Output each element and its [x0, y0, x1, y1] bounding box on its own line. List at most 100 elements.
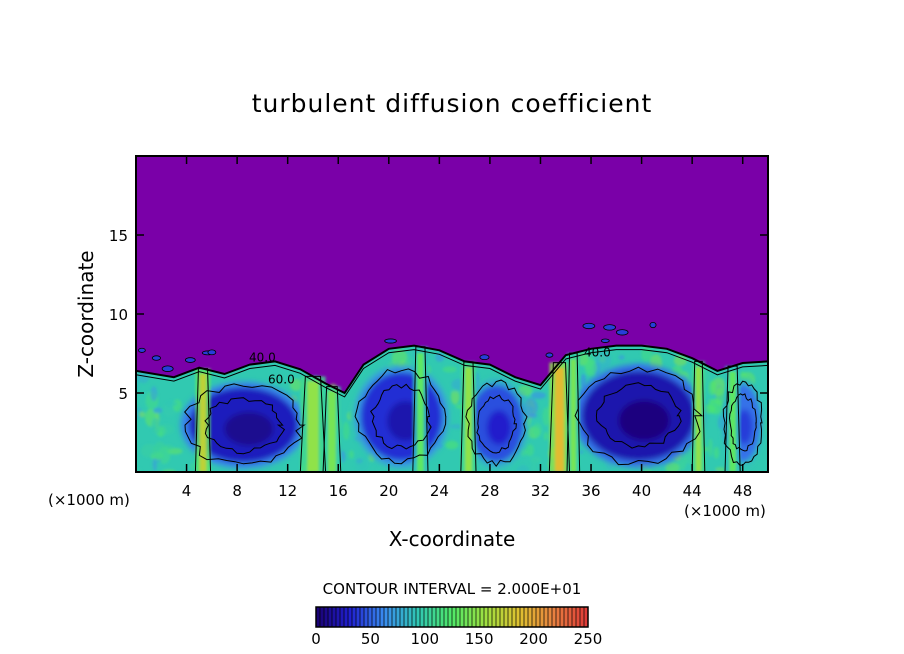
colorbar-swatch [376, 607, 381, 627]
x-tick-label: 12 [278, 482, 297, 500]
colorbar-swatch [316, 607, 321, 627]
colorbar-swatch [480, 607, 485, 627]
texture-patch [708, 380, 717, 396]
texture-patch [715, 467, 725, 472]
colorbar-swatch [568, 607, 573, 627]
contour-line [204, 397, 286, 455]
colorbar-swatch [336, 607, 341, 627]
colorbar-swatch [512, 607, 517, 627]
y-tick-label: 5 [118, 385, 128, 403]
texture-patch [152, 457, 157, 471]
x-tick-label: 28 [480, 482, 499, 500]
colorbar-tick-label: 100 [410, 630, 439, 648]
contour-label: 60.0 [268, 373, 295, 387]
colorbar-swatch [344, 607, 349, 627]
texture-patch [530, 459, 538, 472]
contour-line [184, 383, 306, 465]
colorbar-swatch [416, 607, 421, 627]
x-tick-label: 16 [329, 482, 348, 500]
x-tick-label: 40 [632, 482, 651, 500]
contour-line [728, 393, 757, 452]
updraft-plume [567, 353, 580, 472]
contour-line [370, 383, 432, 450]
colorbar-swatch [408, 607, 413, 627]
contour-line [574, 366, 704, 466]
colorbar-swatch [396, 607, 401, 627]
texture-patch [290, 378, 303, 391]
contour-line [194, 368, 212, 472]
colorbar-swatch [556, 607, 561, 627]
x-tick-label: 44 [683, 482, 702, 500]
updraft-plume [412, 346, 428, 472]
colorbar-swatch [492, 607, 497, 627]
plume-core [199, 373, 207, 472]
y-axis-label: Z-coordinate [74, 250, 98, 377]
colorbar-swatch [484, 607, 489, 627]
colorbar-swatch [356, 607, 361, 627]
texture-patch [520, 448, 528, 457]
texture-patch [516, 465, 530, 472]
texture-patch [348, 450, 354, 459]
colorbar-swatch [508, 607, 513, 627]
texture-patch [708, 438, 713, 457]
colorbar-swatch [448, 607, 453, 627]
texture-patch [442, 366, 457, 373]
colorbar-swatch [516, 607, 521, 627]
colorbar-swatch [552, 607, 557, 627]
colorbar-swatch [496, 607, 501, 627]
x-tick-label: 48 [733, 482, 752, 500]
colorbar-swatch [424, 607, 429, 627]
contour-line [354, 368, 447, 465]
colorbar-swatch [412, 607, 417, 627]
contour-blob [479, 354, 490, 361]
colorbar-tick-label: 150 [465, 630, 494, 648]
texture-patch [151, 417, 160, 435]
x-tick-label: 20 [379, 482, 398, 500]
colorbar-swatch [420, 607, 425, 627]
texture-patch [525, 444, 535, 457]
updraft-plume [300, 376, 326, 472]
plume-core [307, 381, 319, 472]
plume-core [554, 368, 564, 472]
contour-blob [600, 338, 610, 343]
colorbar-swatch [324, 607, 329, 627]
plume-core [695, 366, 702, 472]
colorbar-swatch [392, 607, 397, 627]
eddy-center [486, 410, 512, 445]
contour-line [136, 344, 768, 395]
x-tick-label: 8 [232, 482, 242, 500]
texture-patch [673, 355, 687, 366]
colorbar-swatch [468, 607, 473, 627]
texture-patch [377, 462, 387, 472]
eddy-center [736, 409, 753, 445]
colorbar-swatch [460, 607, 465, 627]
texture-patch [354, 456, 370, 472]
colorbar-tick-label: 200 [519, 630, 548, 648]
contour-blob [582, 322, 596, 330]
texture-patch [595, 351, 612, 371]
texture-patch [703, 404, 716, 414]
colorbar-swatch [348, 607, 353, 627]
contour-line [566, 352, 581, 472]
diffusion-field: 40.0 60.0 40.0 [136, 321, 768, 472]
eddy-center [618, 400, 670, 441]
colorbar-swatch [476, 607, 481, 627]
colorbar-swatch [380, 607, 385, 627]
texture-patch [708, 398, 723, 404]
texture-patch [153, 441, 167, 460]
colorbar-swatch [432, 607, 437, 627]
x-unit-right: (×1000 m) [684, 502, 766, 520]
colorbar-swatch [444, 607, 449, 627]
plot-area: 40.0 60.0 40.0 [135, 155, 769, 473]
x-tick-label: 32 [531, 482, 550, 500]
colorbar-swatch [504, 607, 509, 627]
contour-blob [384, 338, 397, 344]
texture-patch [153, 407, 163, 414]
contour-blob [161, 365, 174, 372]
colorbar-swatch [544, 607, 549, 627]
colorbar-swatch [368, 607, 373, 627]
colorbar-swatch [536, 607, 541, 627]
updraft-plume [549, 362, 570, 472]
texture-patch [164, 401, 178, 407]
texture-patch [584, 359, 598, 377]
